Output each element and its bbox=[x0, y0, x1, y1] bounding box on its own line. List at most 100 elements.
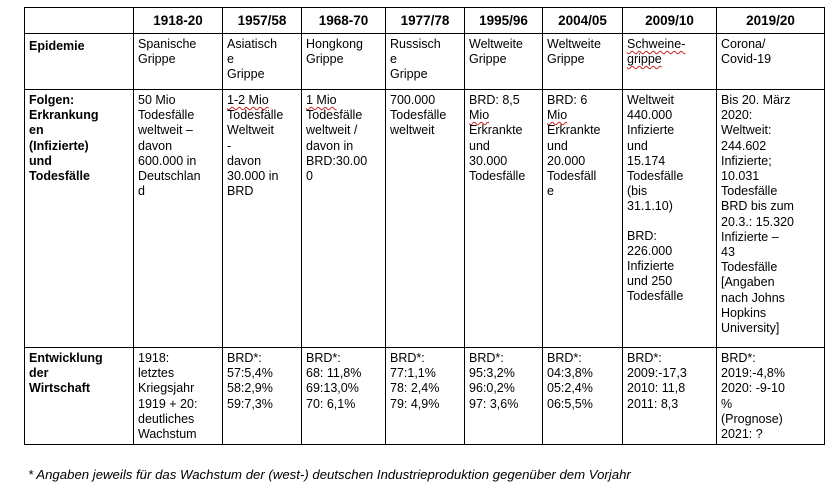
cell-line: % bbox=[721, 396, 733, 411]
footnote: * Angaben jeweils für das Wachstum der (… bbox=[28, 467, 631, 482]
cell-line: BRD*: bbox=[306, 351, 341, 365]
cell-line bbox=[627, 215, 712, 229]
economy-cell: BRD*: 2019:-4,8% 2020: -9-10% (Prognose) 202… bbox=[716, 346, 825, 446]
cell-line: BRD*: bbox=[627, 351, 662, 365]
consequences-cell: BRD: 6 Mio Erkrankte und 20.000 Todesfäll e bbox=[542, 89, 623, 348]
cell-line: Infizierte; bbox=[721, 153, 772, 168]
header-year: 2004/05 bbox=[542, 7, 623, 34]
cell-line: d bbox=[138, 184, 145, 199]
cell-line: Todesfälle bbox=[390, 108, 447, 123]
economy-cell: BRD*: 77:1,1% 78: 2,4% 79: 4,9% bbox=[385, 346, 465, 446]
cell-line: und bbox=[627, 138, 648, 153]
cell-line: Covid-19 bbox=[721, 52, 772, 67]
economy-cell: BRD*: 2009:-17,3 2010: 11,8 2011: 8,3 bbox=[622, 346, 717, 446]
header-year: 1918-20 bbox=[133, 7, 223, 34]
cell-line: 30.000 bbox=[469, 153, 508, 168]
cell-line: Corona/ bbox=[721, 37, 766, 51]
header-year: 2009/10 bbox=[622, 7, 717, 34]
cell-line: und 250 bbox=[627, 274, 673, 289]
cell-line: deutliches bbox=[138, 411, 195, 426]
cell-line: Schweine- bbox=[627, 37, 686, 51]
cell-line: Weltweite bbox=[469, 37, 523, 51]
cell-line: - bbox=[227, 138, 232, 153]
cell-line: 0 bbox=[306, 169, 313, 184]
cell-line: Russisch bbox=[390, 37, 441, 51]
cell-line: Weltweit bbox=[627, 93, 675, 107]
cell-line: (bis bbox=[627, 184, 648, 199]
cell-line: BRD: 8,5 bbox=[469, 93, 520, 107]
cell-line: Kriegsjahr bbox=[138, 381, 195, 396]
cell-line: Mio bbox=[469, 108, 490, 123]
cell-line: Todesfälle bbox=[627, 289, 684, 304]
consequences-cell: Bis 20. März 2020: Weltweit: 244.602 Infizie… bbox=[716, 89, 825, 348]
cell-line: und bbox=[469, 138, 490, 153]
cell-line: BRD bbox=[227, 184, 254, 199]
cell-line: 1919 + 20: bbox=[138, 396, 198, 411]
epidemic-row: Epidemie Spanische Grippe Asiatisch e Gripp… bbox=[24, 33, 825, 90]
consequences-cell: Weltweit 440.000 Infizierte und 15.174 Todesf… bbox=[622, 89, 717, 348]
row-label-entwicklung: Entwicklung der Wirtschaft bbox=[24, 346, 134, 446]
cell-line: 57:5,4% bbox=[227, 366, 273, 381]
cell-line: BRD*: bbox=[721, 351, 756, 365]
cell-line: nach Johns bbox=[721, 290, 785, 305]
cell-line: 59:7,3% bbox=[227, 396, 273, 411]
cell-line: 2020: -9-10 bbox=[721, 381, 785, 396]
cell-line: 96:0,2% bbox=[469, 381, 515, 396]
cell-line: Todesfälle bbox=[306, 108, 363, 123]
consequences-row: Folgen: Erkrankung en (Infizierte) und Todesf… bbox=[24, 89, 825, 348]
cell-line: Folgen: bbox=[29, 93, 75, 107]
cell-line: (Infizierte) bbox=[29, 138, 89, 153]
cell-line: und bbox=[547, 138, 568, 153]
cell-line: Wachstum bbox=[138, 427, 197, 442]
cell-line: 2021: ? bbox=[721, 427, 763, 442]
header-year: 1957/58 bbox=[222, 7, 302, 34]
header-year: 1968-70 bbox=[301, 7, 386, 34]
cell-line: Todesfälle bbox=[721, 260, 778, 275]
cell-line: en bbox=[29, 123, 44, 138]
cell-line: BRD:30.00 bbox=[306, 153, 368, 168]
economy-cell: BRD*: 68: 11,8% 69:13,0% 70: 6,1% bbox=[301, 346, 386, 446]
cell-line: [Angaben bbox=[721, 275, 775, 290]
consequences-cell: 1 Mio Todesfälle weltweit / davon in BRD:30.… bbox=[301, 89, 386, 348]
cell-line: Todesfälle bbox=[627, 169, 684, 184]
cell-line: 05:2,4% bbox=[547, 381, 593, 396]
cell-line: Todesfälle bbox=[227, 108, 284, 123]
cell-line: letztes bbox=[138, 366, 175, 381]
cell-line: der bbox=[29, 366, 49, 381]
cell-line: BRD: 6 bbox=[547, 93, 588, 107]
cell-line: davon in bbox=[306, 138, 354, 153]
cell-line: 69:13,0% bbox=[306, 381, 359, 396]
cell-line: University] bbox=[721, 321, 780, 336]
cell-line: Todesfälle bbox=[138, 108, 195, 123]
cell-line: Infizierte – bbox=[721, 229, 779, 244]
cell-line: Grippe bbox=[306, 52, 344, 67]
cell-line: 1918: bbox=[138, 351, 170, 365]
epidemic-cell: Weltweite Grippe bbox=[464, 33, 543, 90]
cell-line: BRD*: bbox=[227, 351, 262, 365]
cell-line: weltweit / bbox=[306, 123, 358, 138]
cell-line: grippe bbox=[627, 52, 662, 67]
cell-line: e bbox=[547, 184, 554, 199]
economy-cell: BRD*: 57:5,4% 58:2,9% 59:7,3% bbox=[222, 346, 302, 446]
cell-line: Hopkins bbox=[721, 305, 767, 320]
header-empty-cell bbox=[24, 7, 134, 34]
cell-line: Grippe bbox=[138, 52, 176, 67]
cell-line: Weltweit bbox=[227, 123, 275, 138]
cell-line: Weltweite bbox=[547, 37, 601, 51]
cell-line: Infizierte bbox=[627, 259, 675, 274]
cell-line: Grippe bbox=[469, 52, 507, 67]
cell-line: 43 bbox=[721, 245, 735, 260]
epidemic-cell: Russisch e Grippe bbox=[385, 33, 465, 90]
epidemic-table: 1918-20 1957/58 1968-70 1977/78 1995/96 … bbox=[24, 7, 825, 446]
consequences-cell: BRD: 8,5 Mio Erkrankte und 30.000 Todesfälle bbox=[464, 89, 543, 348]
economy-row: Entwicklung der Wirtschaft 1918: letztes Kri… bbox=[24, 346, 825, 446]
epidemic-cell: Spanische Grippe bbox=[133, 33, 223, 90]
cell-line: 50 Mio bbox=[138, 93, 176, 107]
row-label-epidemie: Epidemie bbox=[24, 33, 134, 90]
cell-line: 97: 3,6% bbox=[469, 396, 519, 411]
cell-line: 2011: 8,3 bbox=[627, 396, 679, 411]
cell-line: e bbox=[390, 52, 397, 67]
cell-line: (Prognose) bbox=[721, 411, 783, 426]
cell-line: 15.174 bbox=[627, 153, 666, 168]
cell-line: BRD: bbox=[627, 228, 657, 243]
